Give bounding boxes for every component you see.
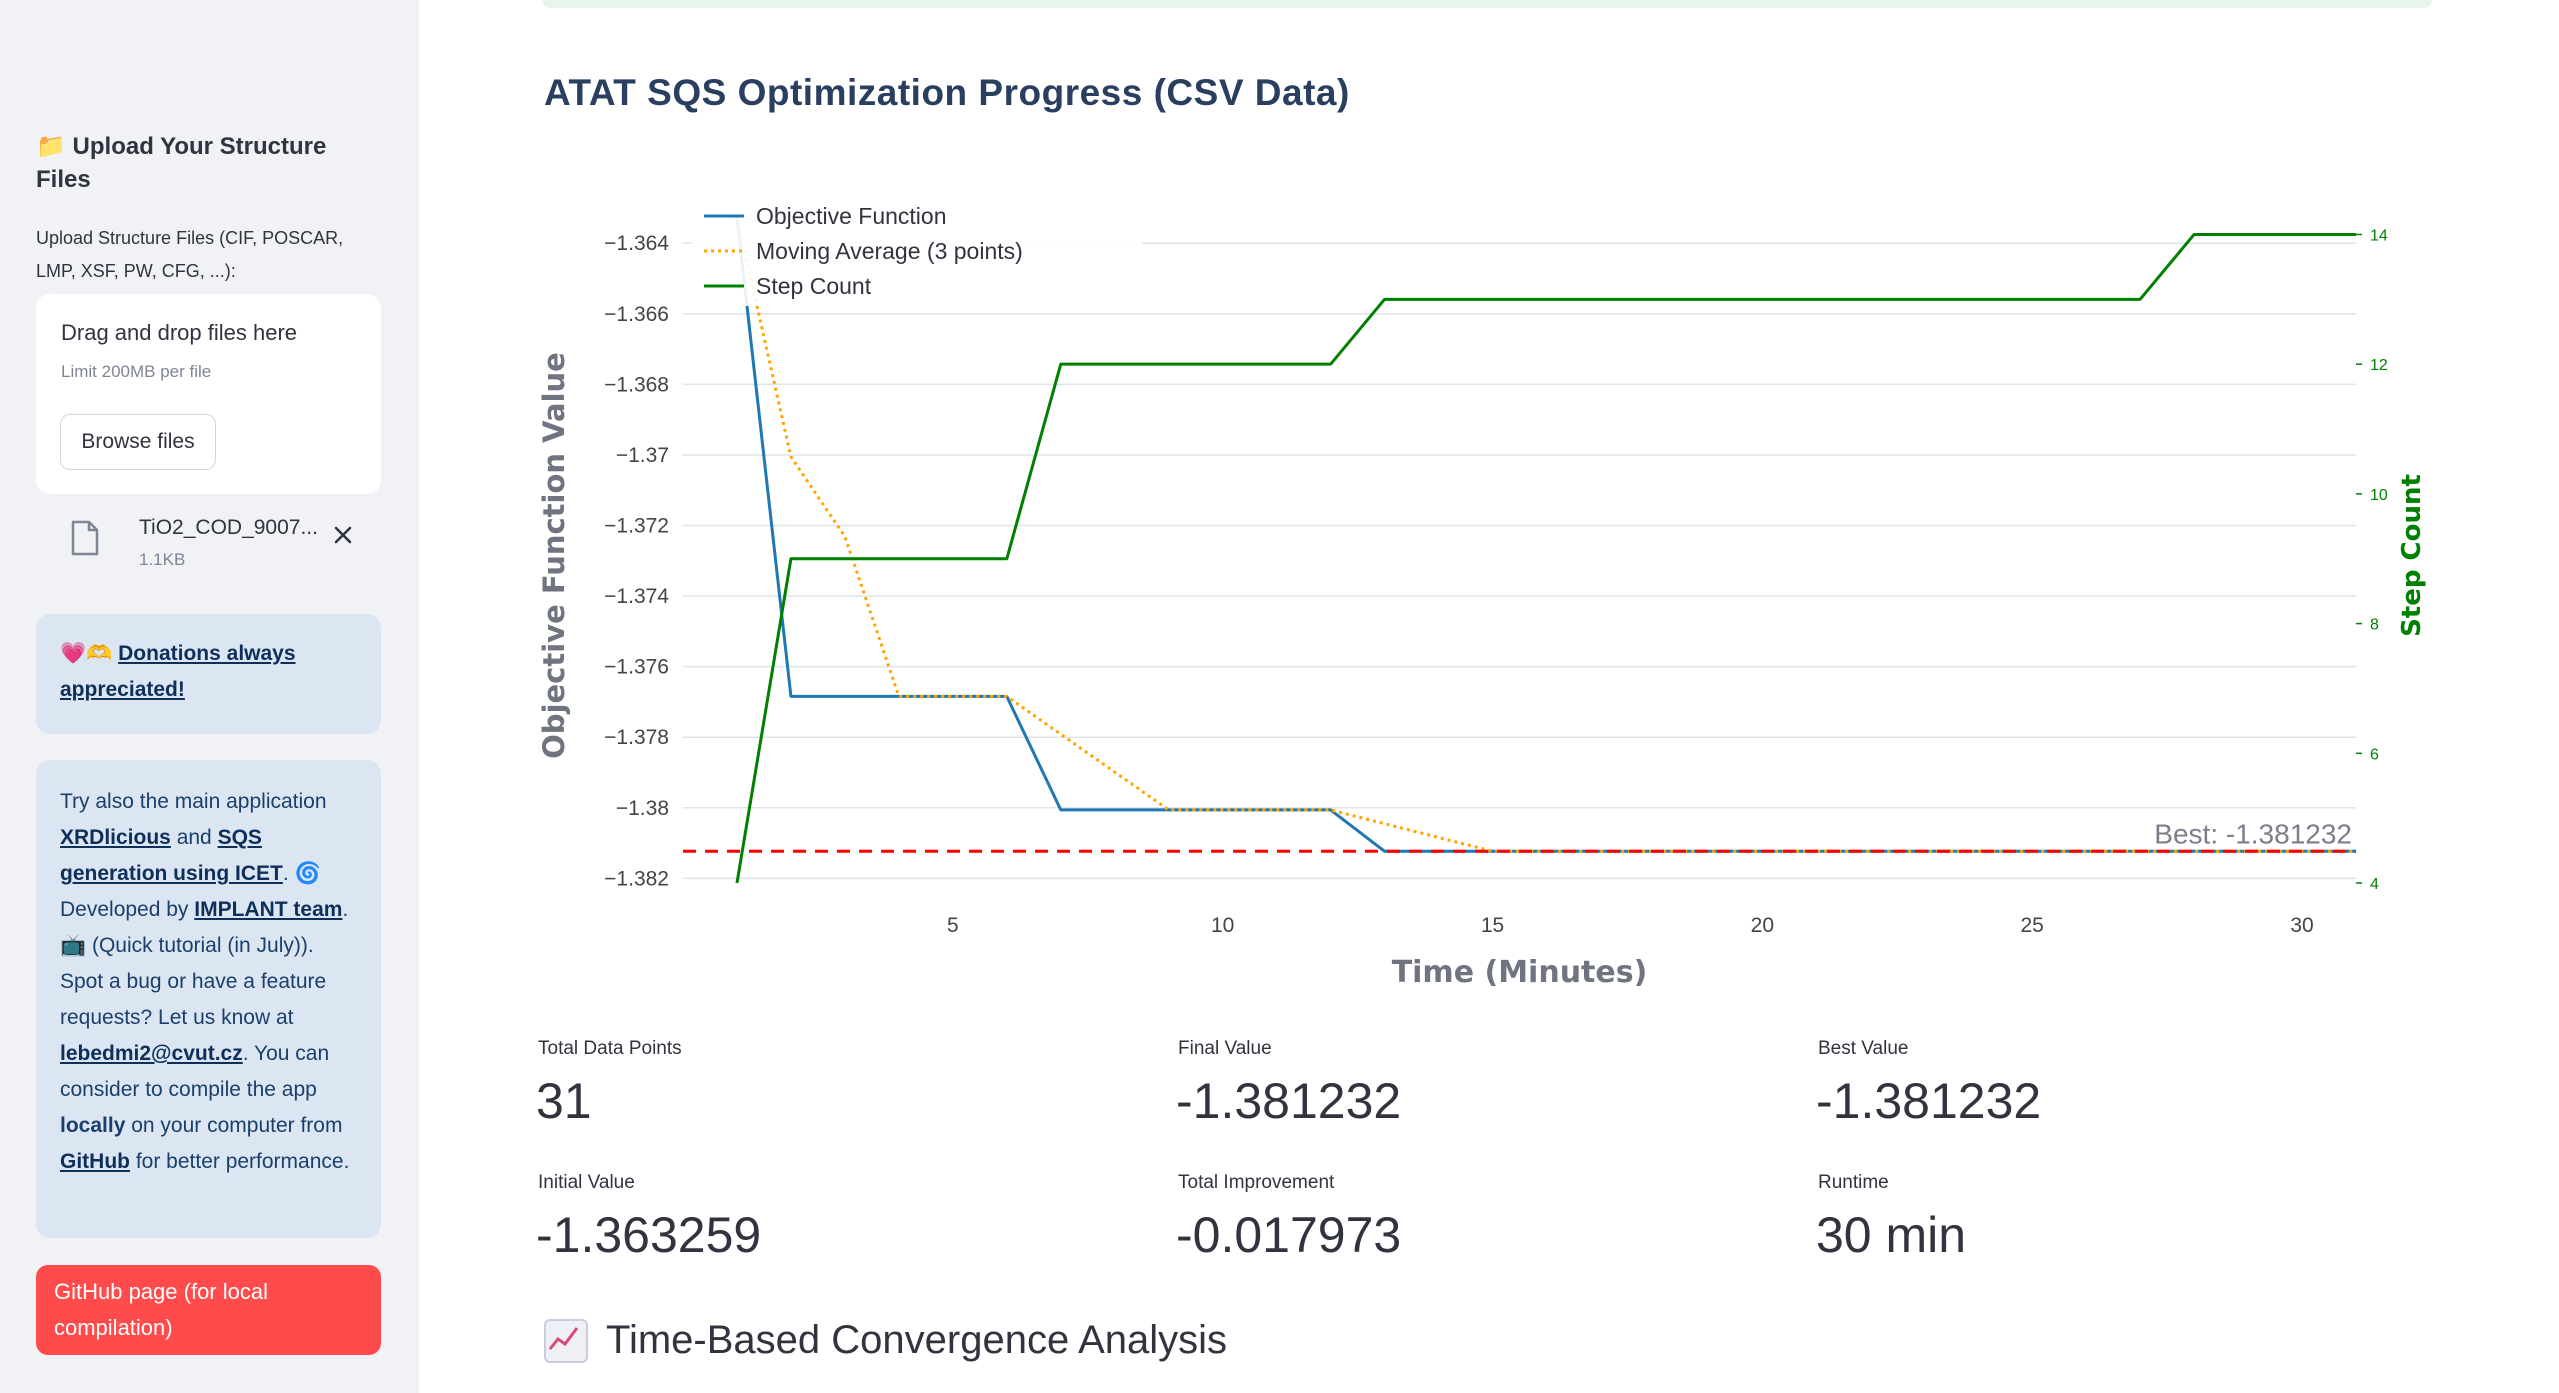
x-tick-label: 20: [1751, 914, 1774, 937]
metric-value-final-value: -1.381232: [1176, 1073, 1402, 1129]
heart-icon: 💗🫶: [60, 642, 113, 665]
implant-team-link[interactable]: IMPLANT team: [194, 898, 343, 921]
y2-tick-label: 14: [2370, 227, 2388, 244]
chart-increasing-icon: [544, 1318, 588, 1363]
metric-value-total-points: 31: [536, 1073, 592, 1129]
sqs-icet-link[interactable]: SQS generation using ICET: [60, 826, 283, 885]
email-link[interactable]: lebedmi2@cvut.cz: [60, 1042, 243, 1065]
metric-value-initial-value: -1.363259: [536, 1207, 762, 1263]
about-text-1: Try also the main application: [60, 790, 327, 813]
about-text-2: and: [170, 826, 218, 849]
upload-label: Upload Structure Files (CIF, POSCAR, LMP…: [36, 228, 344, 281]
github-page-button[interactable]: GitHub page (for local compilation): [36, 1265, 381, 1355]
y-axis-title: Objective Function Value: [540, 352, 571, 759]
about-text-3: . 🌀 Developed by: [60, 862, 321, 921]
objective-function-line: [735, 216, 2356, 853]
y-tick-label: −1.372: [604, 515, 669, 538]
legend-label: Moving Average (3 points): [756, 238, 1023, 264]
legend-label: Step Count: [756, 273, 872, 299]
legend-label: Objective Function: [756, 203, 946, 229]
close-icon: [334, 526, 352, 544]
dropzone-limit: Limit 200MB per file: [61, 362, 212, 381]
y2-tick-label: 12: [2370, 357, 2388, 374]
section-heading-text: Time-Based Convergence Analysis: [606, 1318, 1228, 1362]
y-tick-label: −1.38: [616, 797, 669, 820]
metric-label-final-value: Final Value: [1178, 1038, 1272, 1059]
legend-background: [692, 196, 1142, 306]
about-text-5: . You can consider to compile the app: [60, 1042, 330, 1101]
metric-value-best-value: -1.381232: [1816, 1073, 2042, 1129]
uploaded-file-item: TiO2_COD_9007... 1.1KB: [36, 508, 381, 578]
file-size: 1.1KB: [139, 550, 186, 569]
metric-label-total-improvement: Total Improvement: [1178, 1172, 1335, 1193]
x-tick-label: 10: [1211, 914, 1234, 937]
about-box: Try also the main application XRDlicious…: [36, 760, 381, 1238]
locally-text: locally: [60, 1114, 126, 1137]
file-icon: [71, 520, 99, 556]
grid-lines: [683, 242, 2356, 880]
y2-axis-title: Step Count: [2397, 474, 2427, 637]
donations-link[interactable]: Donations always appreciated!: [60, 642, 296, 701]
y-tick-label: −1.366: [604, 303, 669, 326]
metric-label-initial-value: Initial Value: [538, 1172, 635, 1193]
step-count-line: [735, 232, 2356, 884]
y-tick-label: −1.364: [604, 232, 669, 255]
x-tick-label: 15: [1481, 914, 1504, 937]
axes: −1.364 −1.366 −1.368 −1.37 −1.372 −1.374 −1.37…: [540, 227, 2427, 990]
remove-file-button[interactable]: [330, 522, 356, 548]
x-tick-label: 5: [947, 914, 959, 937]
github-link[interactable]: GitHub: [60, 1150, 130, 1173]
y-tick-label: −1.378: [604, 726, 669, 749]
y2-tick-label: 6: [2370, 746, 2379, 763]
metric-label-runtime: Runtime: [1818, 1172, 1889, 1193]
y2-tick-label: 10: [2370, 487, 2388, 504]
file-name: TiO2_COD_9007...: [139, 516, 318, 539]
xrdlicious-link[interactable]: XRDlicious: [60, 826, 171, 849]
legend: Objective Function Moving Average (3 poin…: [692, 196, 1142, 306]
about-text-6: on your computer from: [125, 1114, 343, 1137]
section-heading: Time-Based Convergence Analysis: [544, 1318, 1227, 1363]
dropzone-text: Drag and drop files here: [61, 320, 298, 345]
file-dropzone[interactable]: Drag and drop files here Limit 200MB per…: [36, 294, 381, 494]
sidebar: 📁 Upload Your Structure Files Upload Str…: [0, 0, 419, 1393]
series-lines: Best: -1.381232: [683, 216, 2356, 884]
y-tick-label: −1.382: [604, 867, 669, 890]
upload-title: 📁 Upload Your Structure Files: [36, 133, 327, 193]
optimization-chart[interactable]: Best: -1.381232 −1.364−1.366−1.368−1.37−…: [540, 170, 2430, 1010]
y-tick-label: −1.368: [604, 373, 669, 396]
moving-average-line: [735, 216, 2356, 853]
x-tick-label: 30: [2290, 914, 2313, 937]
x-axis-title: Time (Minutes): [1392, 955, 1648, 990]
chart-title: ATAT SQS Optimization Progress (CSV Data…: [544, 72, 1350, 113]
donation-box: 💗🫶 Donations always appreciated!: [36, 614, 381, 734]
about-text-4: . 📺 (Quick tutorial (in July)). Spot a b…: [60, 898, 349, 1029]
metric-label-best-value: Best Value: [1818, 1038, 1909, 1059]
metric-label-total-points: Total Data Points: [538, 1038, 682, 1059]
y-tick-label: −1.37: [616, 444, 669, 467]
x-tick-label: 25: [2021, 914, 2044, 937]
success-banner-edge: [542, 0, 2432, 8]
best-value-annotation: Best: -1.381232: [2154, 818, 2352, 849]
browse-files-button[interactable]: Browse files: [60, 414, 216, 470]
about-text-7: for better performance.: [129, 1150, 350, 1173]
y2-tick-label: 4: [2370, 876, 2379, 893]
y-tick-label: −1.374: [604, 585, 669, 608]
metric-value-runtime: 30 min: [1816, 1207, 1967, 1263]
y2-tick-label: 8: [2370, 617, 2379, 634]
y-tick-label: −1.376: [604, 656, 669, 679]
metric-value-total-improvement: -0.017973: [1176, 1207, 1402, 1263]
